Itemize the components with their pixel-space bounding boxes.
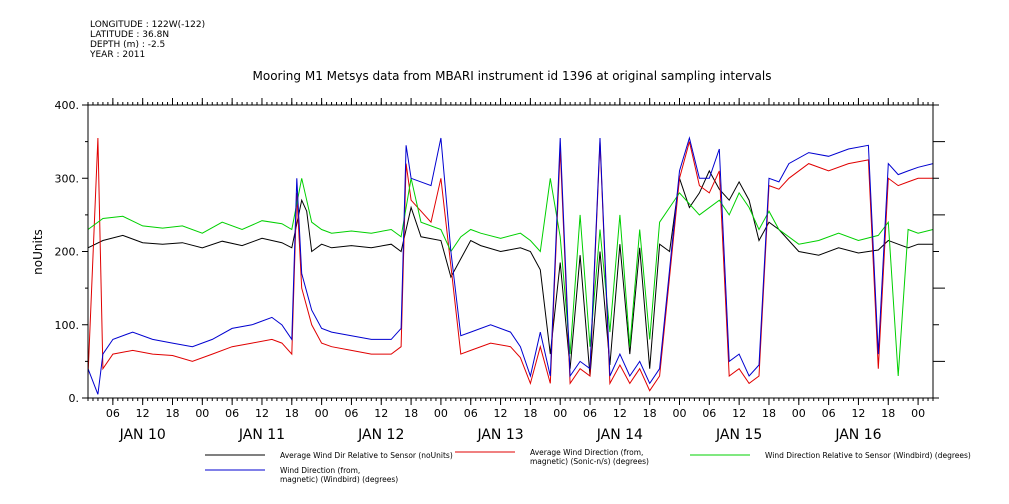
y-axis-label: noUnits	[31, 229, 45, 275]
series-line-3	[87, 136, 934, 395]
x-tick-label: 06	[225, 407, 239, 420]
x-tick-label: 06	[583, 407, 597, 420]
depth-text: DEPTH (m) : -2.5	[90, 40, 166, 50]
legend-label-1: magnetic) (Sonic-n/s) (degrees)	[530, 457, 649, 466]
x-day-label: JAN 16	[834, 427, 881, 443]
x-day-label: JAN 11	[238, 427, 285, 443]
x-tick-label: 18	[762, 407, 776, 420]
x-day-label: JAN 10	[119, 427, 166, 443]
x-tick-label: 18	[643, 407, 657, 420]
series-line-2	[87, 178, 934, 377]
x-tick-label: 06	[702, 407, 716, 420]
legend-label-3: magnetic) (Windbird) (degrees)	[280, 475, 398, 484]
year-text: YEAR : 2011	[90, 50, 146, 60]
legend-label-3: Wind Direction (from,	[280, 466, 360, 475]
axis-layer: 0. 100. 200. 300. 400. 06 12 18 00 06 12 18 00 06 12 18…	[55, 98, 945, 443]
x-day-label: JAN 13	[476, 427, 523, 443]
x-tick-label: 00	[673, 407, 687, 420]
legend-label-0: Average Wind Dir Relative to Sensor (noU…	[280, 451, 453, 460]
x-tick-label: 00	[434, 407, 448, 420]
x-tick-label: 18	[166, 407, 180, 420]
series-layer	[87, 136, 934, 395]
x-tick-label: 06	[464, 407, 478, 420]
x-tick-label: 18	[404, 407, 418, 420]
x-tick-label: 06	[106, 407, 120, 420]
x-tick-label: 12	[851, 407, 865, 420]
x-tick-label: 12	[494, 407, 508, 420]
x-tick-label: 00	[792, 407, 806, 420]
series-line-1	[87, 137, 933, 392]
x-tick-label: 18	[881, 407, 895, 420]
legend: Average Wind Dir Relative to Sensor (noU…	[205, 448, 971, 484]
x-tick-label: 12	[374, 407, 388, 420]
x-tick-label: 12	[255, 407, 269, 420]
x-day-label: JAN 12	[357, 427, 404, 443]
longitude-text: LONGITUDE : 122W(-122)	[90, 20, 206, 30]
x-tick-label: 06	[344, 407, 358, 420]
y-tick-label: 400.	[55, 99, 80, 112]
x-tick-label: 00	[315, 407, 329, 420]
y-tick-label: 300.	[55, 172, 80, 185]
x-tick-label: 12	[613, 407, 627, 420]
x-tick-label: 00	[553, 407, 567, 420]
x-tick-label: 18	[285, 407, 299, 420]
x-tick-label: 00	[911, 407, 925, 420]
x-tick-label: 00	[195, 407, 209, 420]
x-day-label: JAN 14	[596, 427, 643, 443]
metadata-block: LONGITUDE : 122W(-122) LATITUDE : 36.8N …	[90, 20, 205, 60]
plot-frame	[87, 104, 934, 399]
latitude-text: LATITUDE : 36.8N	[90, 30, 170, 40]
x-tick-label: 12	[136, 407, 150, 420]
x-day-label: JAN 15	[715, 427, 762, 443]
series-line-0	[87, 169, 933, 377]
y-tick-label: 0.	[69, 392, 80, 405]
legend-label-2: Wind Direction Relative to Sensor (Windb…	[765, 451, 971, 460]
y-tick-label: 100.	[55, 319, 80, 332]
x-tick-label: 12	[732, 407, 746, 420]
legend-label-1: Average Wind Direction (from,	[530, 448, 643, 457]
x-tick-label: 06	[822, 407, 836, 420]
chart-title: Mooring M1 Metsys data from MBARI instru…	[253, 69, 772, 83]
y-tick-label: 200.	[55, 246, 80, 259]
x-tick-label: 18	[523, 407, 537, 420]
